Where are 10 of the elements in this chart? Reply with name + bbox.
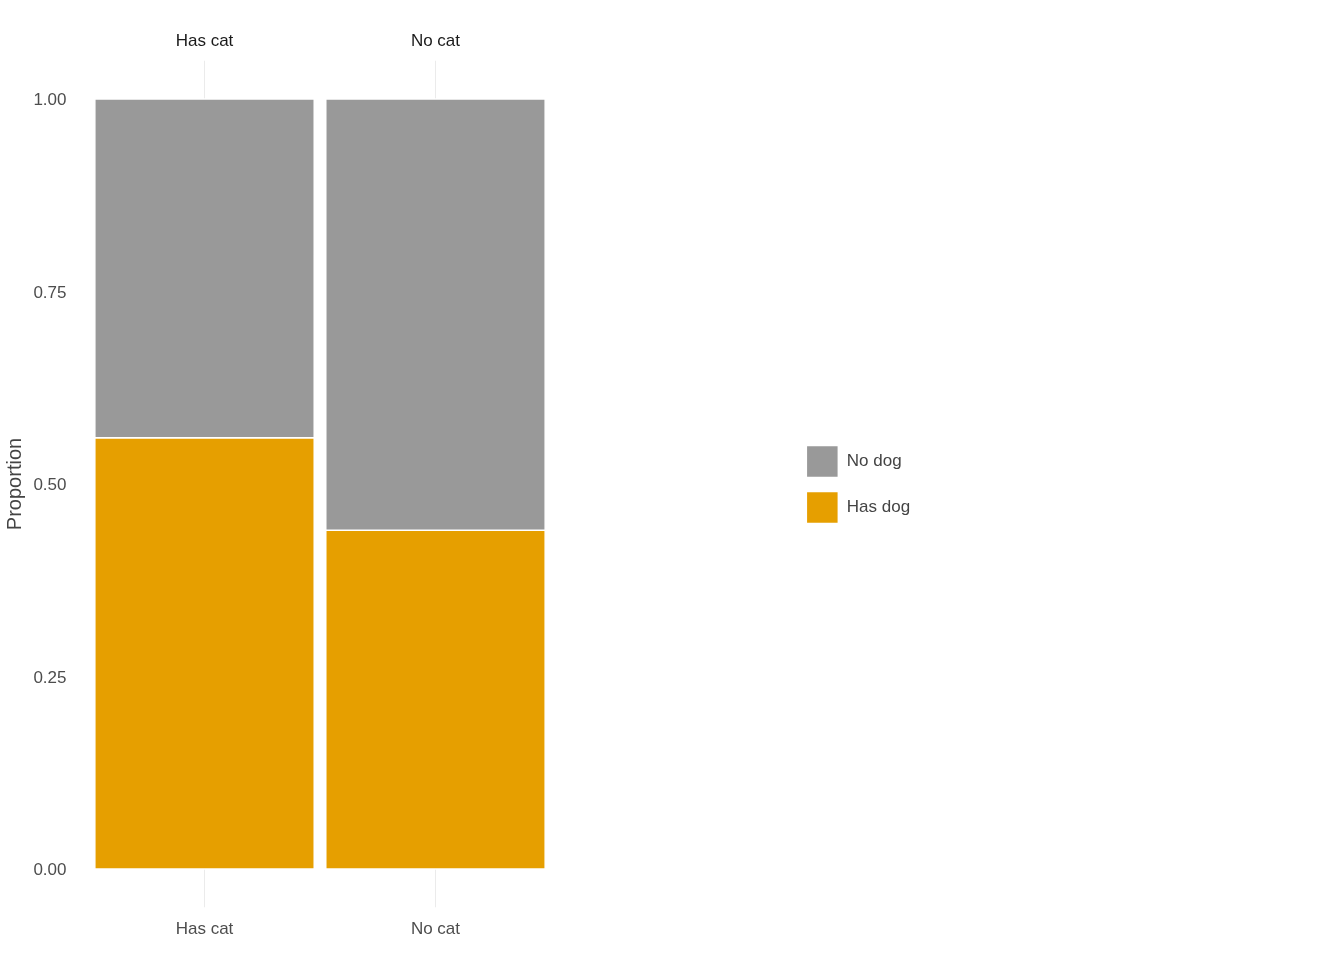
y-axis-title: Proportion [3,437,26,531]
y-tick-label: 1.00 [33,90,67,109]
category-label: No cat [410,30,461,50]
y-tick-label: 0.00 [33,860,67,879]
legend-label: Has dog [846,496,911,517]
y-tick-label: 0.75 [33,282,67,302]
legend-label: No dog [846,450,902,471]
y-tick-label: 0.25 [33,667,67,687]
category-label: Has cat [175,30,234,50]
y-tick-label: 0.50 [33,475,67,494]
